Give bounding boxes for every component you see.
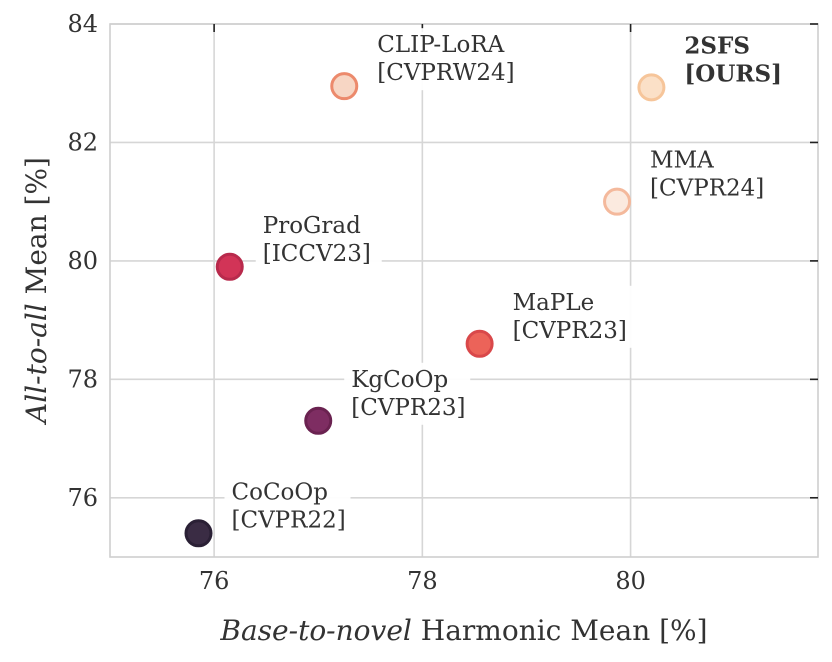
grid-lines: [110, 23, 818, 557]
point-label-background: [677, 29, 776, 92]
point-label-name: MMA: [650, 148, 714, 174]
y-tick-label: 84: [67, 10, 98, 38]
point-labels: CoCoOp[CVPR22]KgCoOp[CVPR23]ProGrad[ICCV…: [224, 28, 782, 538]
y-tick-label: 82: [67, 128, 98, 156]
point-label-venue: [CVPRW24]: [377, 60, 514, 86]
data-point-2sfs: [637, 73, 666, 102]
point-label-venue: [CVPR23]: [351, 395, 465, 421]
point-label-background: [505, 285, 632, 348]
plot-frame: [109, 23, 819, 558]
point-label-background: [255, 208, 382, 271]
point-label-name: 2SFS: [684, 32, 750, 59]
data-point-kgcoop: [304, 406, 333, 435]
y-tick-label: 78: [67, 365, 98, 393]
point-label-venue: [ICCV23]: [263, 241, 371, 267]
y-tick-label: 80: [67, 247, 98, 275]
point-label-background: [370, 28, 511, 91]
data-point-clip-lora: [330, 72, 359, 101]
point-label-name: CoCoOp: [232, 479, 328, 505]
axis-ticks: 76 78 80 76 78 80 82 84: [67, 10, 818, 595]
point-label-venue: [OURS]: [684, 60, 782, 87]
x-tick-label: 80: [615, 567, 646, 595]
x-tick-label: 78: [407, 567, 438, 595]
x-tick-label: 76: [199, 567, 230, 595]
point-label-background: [224, 475, 351, 538]
data-point-cocoop: [184, 519, 213, 548]
point-label-name: CLIP-LoRA: [377, 32, 504, 58]
data-point-maple: [465, 329, 494, 358]
point-label-background: [344, 362, 471, 425]
data-point-mma: [603, 187, 632, 216]
y-tick-label: 76: [67, 484, 98, 512]
point-label-background: [643, 143, 770, 206]
y-axis-title: All-to-all Mean [%]: [20, 157, 53, 426]
data-points: [184, 72, 666, 548]
data-point-prograd: [215, 252, 244, 281]
point-label-name: KgCoOp: [351, 367, 448, 393]
point-label-venue: [CVPR23]: [513, 318, 627, 344]
point-label-name: ProGrad: [263, 213, 361, 239]
point-label-venue: [CVPR22]: [232, 507, 346, 533]
point-label-venue: [CVPR24]: [650, 176, 764, 202]
point-label-name: MaPLe: [513, 290, 595, 316]
x-axis-title: Base-to-novel Harmonic Mean [%]: [219, 614, 707, 647]
